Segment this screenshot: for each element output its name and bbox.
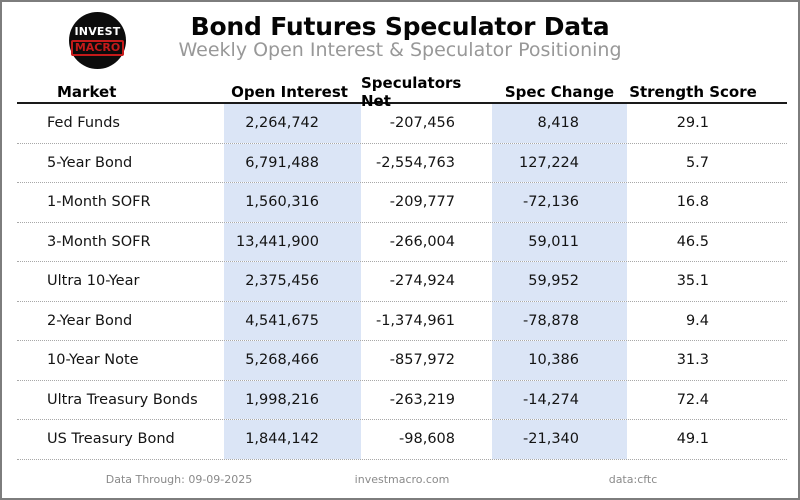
cell-open-interest: 5,268,466 xyxy=(224,341,361,380)
cell-speculators-net: -263,219 xyxy=(389,391,455,408)
cell-strength-score: 5.7 xyxy=(685,154,709,171)
cell-strength-score: 46.5 xyxy=(676,233,709,250)
cell-strength-score: 31.3 xyxy=(676,352,709,369)
table-row: Fed Funds 2,264,742 -207,456 8,418 29.1 xyxy=(17,104,787,144)
cell-market: 1-Month SOFR xyxy=(47,194,151,211)
cell-open-interest: 4,541,675 xyxy=(224,301,361,340)
speculator-data-table: Market Open Interest Speculators Net Spe… xyxy=(17,74,787,460)
cell-speculators-net: -2,554,763 xyxy=(375,154,455,171)
cell-speculators-net: -857,972 xyxy=(389,352,455,369)
cell-speculators-net: -274,924 xyxy=(389,273,455,290)
cell-speculators-net: -98,608 xyxy=(399,431,455,448)
column-header-strength-score: Strength Score xyxy=(629,83,757,101)
cell-spec-change: 59,952 xyxy=(492,262,627,301)
cell-open-interest: 6,791,488 xyxy=(224,143,361,182)
cell-spec-change: -72,136 xyxy=(492,183,627,222)
cell-open-interest: 2,264,742 xyxy=(224,104,361,143)
cell-market: Ultra 10-Year xyxy=(47,273,140,290)
cell-strength-score: 29.1 xyxy=(676,115,709,132)
cell-open-interest: 1,560,316 xyxy=(224,183,361,222)
table-row: Ultra 10-Year 2,375,456 -274,924 59,952 35.1 xyxy=(17,262,787,302)
cell-spec-change: -21,340 xyxy=(492,420,627,459)
cell-market: 10-Year Note xyxy=(47,352,139,369)
cell-strength-score: 72.4 xyxy=(676,391,709,408)
cell-strength-score: 35.1 xyxy=(676,273,709,290)
cell-market: 5-Year Bond xyxy=(47,154,133,171)
cell-open-interest: 1,998,216 xyxy=(224,380,361,419)
table-row: 1-Month SOFR 1,560,316 -209,777 -72,136 16.8 xyxy=(17,183,787,223)
cell-speculators-net: -207,456 xyxy=(389,115,455,132)
cell-open-interest: 13,441,900 xyxy=(224,222,361,261)
table-row: US Treasury Bond 1,844,142 -98,608 -21,340 4… xyxy=(17,420,787,460)
table-row: 10-Year Note 5,268,466 -857,972 10,386 31.3 xyxy=(17,341,787,381)
table-row: 3-Month SOFR 13,441,900 -266,004 59,011 46.5 xyxy=(17,222,787,262)
cell-market: Fed Funds xyxy=(47,115,120,132)
cell-open-interest: 2,375,456 xyxy=(224,262,361,301)
cell-speculators-net: -266,004 xyxy=(389,233,455,250)
column-header-spec-change: Spec Change xyxy=(504,83,615,101)
table-row: 5-Year Bond 6,791,488 -2,554,763 127,224 5.7 xyxy=(17,143,787,183)
table-row: 2-Year Bond 4,541,675 -1,374,961 -78,878 9.4 xyxy=(17,301,787,341)
cell-strength-score: 9.4 xyxy=(685,312,709,329)
column-header-speculators-net: Speculators Net xyxy=(361,74,462,110)
table-body: Fed Funds 2,264,742 -207,456 8,418 29.1 5-Yea… xyxy=(17,104,787,460)
footer-website: investmacro.com xyxy=(354,473,450,486)
cell-market: US Treasury Bond xyxy=(47,431,175,448)
column-header-market: Market xyxy=(57,83,117,101)
cell-market: Ultra Treasury Bonds xyxy=(47,391,198,408)
cell-market: 3-Month SOFR xyxy=(47,233,151,250)
cell-spec-change: 10,386 xyxy=(492,341,627,380)
cell-market: 2-Year Bond xyxy=(47,312,133,329)
footer-data-through: Data Through: 09-09-2025 xyxy=(105,473,253,486)
cell-speculators-net: -1,374,961 xyxy=(375,312,455,329)
cell-strength-score: 16.8 xyxy=(676,194,709,211)
cell-spec-change: -14,274 xyxy=(492,380,627,419)
cell-speculators-net: -209,777 xyxy=(389,194,455,211)
table-header-row: Market Open Interest Speculators Net Spe… xyxy=(17,74,787,110)
page-subtitle: Weekly Open Interest & Speculator Positi… xyxy=(178,39,622,61)
cell-spec-change: 59,011 xyxy=(492,222,627,261)
cell-spec-change: -78,878 xyxy=(492,301,627,340)
logo-text-macro: MACRO xyxy=(70,39,125,56)
logo-text-invest: INVEST xyxy=(74,24,121,38)
cell-spec-change: 127,224 xyxy=(492,143,627,182)
page-title: Bond Futures Speculator Data xyxy=(190,12,610,41)
cell-open-interest: 1,844,142 xyxy=(224,420,361,459)
table-row: Ultra Treasury Bonds 1,998,216 -263,219 -14… xyxy=(17,380,787,420)
cell-spec-change: 8,418 xyxy=(492,104,627,143)
investmacro-logo-icon: INVEST MACRO xyxy=(69,12,126,69)
footer-data-source: data:cftc xyxy=(608,473,658,486)
cell-strength-score: 49.1 xyxy=(676,431,709,448)
column-header-open-interest: Open Interest xyxy=(231,83,348,101)
